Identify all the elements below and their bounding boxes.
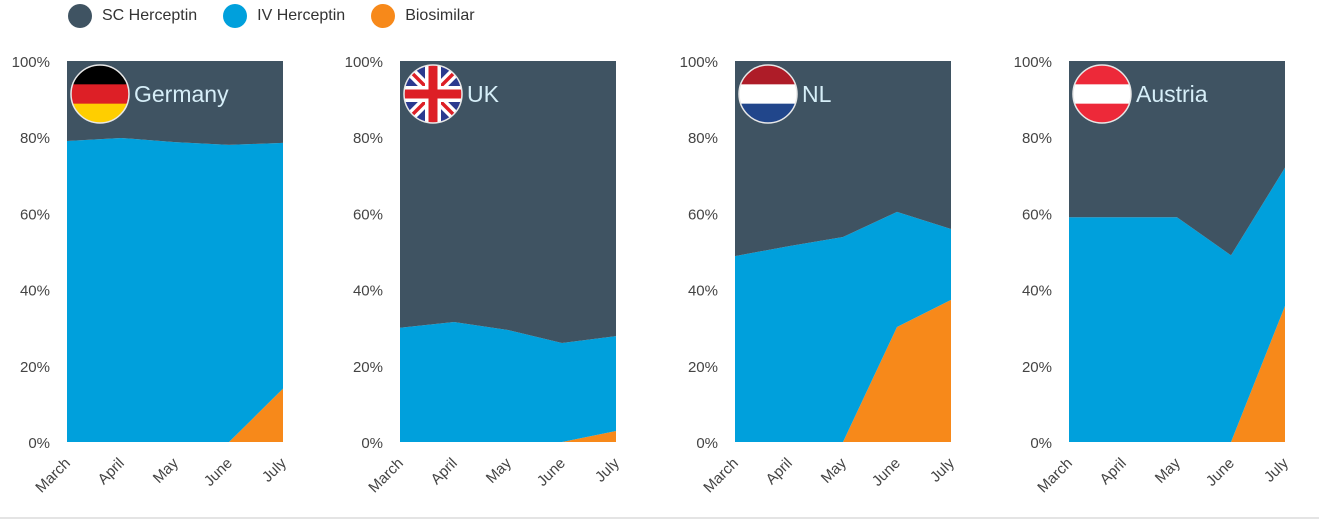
panel-germany: 0% 20% 40% 60% 80% 100% March April May June July G… [12,54,291,496]
area-iv-herceptin [1069,167,1285,442]
x-tick-label: June [534,455,569,490]
legend-item-biosimilar: Biosimilar [371,4,475,28]
y-tick-label: 100% [680,54,718,71]
x-tick-label: April [428,455,461,488]
panel-title: Germany [134,81,229,107]
y-tick-label: 40% [1022,283,1052,300]
x-tick-label: July [592,454,623,485]
legend-label: IV Herceptin [257,7,346,24]
x-tick-label: June [869,455,904,490]
x-tick-label: May [1152,454,1184,486]
y-tick-label: 20% [688,359,718,376]
flag-border [1072,64,1132,124]
y-tick-label: 0% [361,435,383,452]
panel-austria: 0% 20% 40% 60% 80% 100% March April May June July A… [1014,54,1293,496]
divider [0,517,1319,519]
y-tick-label: 0% [28,435,50,452]
y-tick-label: 80% [1022,130,1052,147]
area-biosimilar [1069,305,1285,442]
x-tick-label: May [150,454,182,486]
y-tick-label: 0% [696,435,718,452]
x-tick-label: April [1097,455,1130,488]
legend-swatch-biosimilar [371,4,396,28]
legend-swatch-iv [223,4,248,28]
flag-netherlands-icon [739,65,797,123]
y-tick-label: 60% [20,206,50,223]
y-tick-label: 60% [353,206,383,223]
y-tick-label: 80% [20,130,50,147]
x-tick-label: March [700,455,741,496]
x-tick-label: July [1261,454,1292,485]
y-tick-label: 0% [1030,435,1052,452]
y-tick-label: 40% [688,283,718,300]
x-tick-label: June [201,455,236,490]
y-tick-label: 80% [688,130,718,147]
y-tick-label: 100% [12,54,50,71]
y-tick-label: 40% [20,283,50,300]
y-tick-label: 80% [353,130,383,147]
legend-item-sc: SC Herceptin [68,4,197,28]
area-biosimilar [400,430,616,442]
flag-border [738,64,798,124]
y-tick-label: 20% [1022,359,1052,376]
y-tick-label: 100% [1014,54,1052,71]
x-tick-label: April [763,455,796,488]
legend: SC Herceptin IV Herceptin Biosimilar [68,4,475,28]
x-tick-label: March [32,455,73,496]
area-iv-herceptin [400,321,616,442]
flag-austria-icon [1073,65,1131,123]
panel-nl: 0% 20% 40% 60% 80% 100% March April May June July N… [680,54,959,496]
panel-title: UK [467,81,500,107]
x-tick-label: July [927,454,958,485]
flag-germany-icon [71,65,129,123]
y-tick-label: 100% [345,54,383,71]
area-sc-herceptin [400,61,616,343]
y-tick-label: 20% [353,359,383,376]
y-tick-label: 20% [20,359,50,376]
flag-uk-icon [404,65,462,123]
y-tick-label: 60% [1022,206,1052,223]
panel-title: NL [802,81,832,107]
x-tick-label: May [483,454,515,486]
area-biosimilar [735,299,951,442]
x-tick-label: June [1203,455,1238,490]
x-tick-label: May [818,454,850,486]
legend-label: SC Herceptin [102,7,198,24]
area-iv-herceptin [67,137,283,442]
y-tick-label: 60% [688,206,718,223]
legend-item-iv: IV Herceptin [223,4,345,28]
area-biosimilar [67,388,283,442]
panel-title: Austria [1136,81,1208,107]
legend-swatch-sc [68,4,92,28]
legend-label: Biosimilar [405,7,475,24]
x-tick-label: March [365,455,406,496]
x-tick-label: March [1034,455,1075,496]
panel-uk: 0% 20% 40% 60% 80% 100% March April May June July U… [345,54,624,496]
x-tick-label: July [259,454,290,485]
flag-border [403,64,463,124]
x-tick-label: April [95,455,128,488]
area-iv-herceptin [735,211,951,442]
y-tick-label: 40% [353,283,383,300]
flag-border [70,64,130,124]
